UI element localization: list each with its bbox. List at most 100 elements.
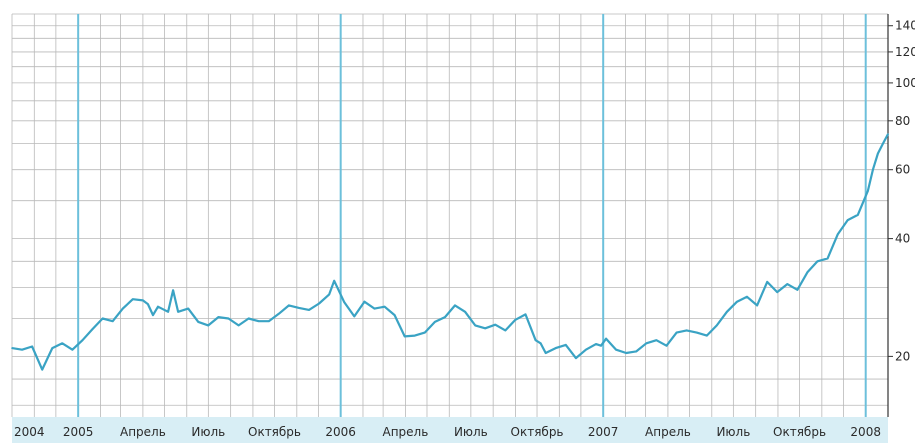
x-axis-ticks: 2004 2005 Апрель Июль Октябрь 2006 Апрель Июль О… <box>14 425 881 439</box>
data-point <box>877 152 879 155</box>
data-point <box>122 307 124 310</box>
x-tick-label: Апрель <box>645 425 691 439</box>
x-tick-label: 2008 <box>850 425 881 439</box>
y-tick-label: 40 <box>895 232 910 246</box>
data-point <box>41 368 43 371</box>
y-tick-label: 60 <box>895 163 910 177</box>
x-tick-label: Октябрь <box>511 425 564 439</box>
data-point <box>268 320 270 323</box>
data-point <box>756 304 758 307</box>
data-point <box>887 133 889 135</box>
data-point <box>746 296 748 298</box>
data-point <box>595 343 597 345</box>
data-point <box>645 342 648 345</box>
data-point <box>31 345 33 348</box>
y-tick-label: 120 <box>895 45 915 59</box>
data-point <box>867 190 869 192</box>
data-point <box>227 317 230 320</box>
data-point <box>766 281 768 283</box>
data-point <box>484 327 487 330</box>
data-point <box>424 331 426 334</box>
data-point <box>776 291 778 293</box>
data-point <box>434 321 436 323</box>
data-point <box>716 324 718 327</box>
data-point <box>655 339 658 342</box>
year-separator-lines <box>77 14 867 417</box>
data-point <box>494 323 497 326</box>
data-point <box>167 311 169 313</box>
data-point <box>353 315 356 318</box>
data-point <box>91 328 94 330</box>
data-point <box>11 347 13 349</box>
data-point <box>726 311 728 313</box>
data-point <box>665 344 668 347</box>
data-point <box>61 342 64 345</box>
data-point <box>796 289 799 291</box>
x-tick-label: 2004 <box>14 425 45 439</box>
data-point <box>308 309 310 311</box>
data-point <box>635 350 638 353</box>
data-point <box>111 320 114 323</box>
data-point <box>51 347 54 349</box>
data-point <box>403 335 406 338</box>
data-point <box>278 313 280 315</box>
data-point <box>71 348 74 351</box>
data-point <box>288 304 290 307</box>
data-point <box>474 324 477 327</box>
data-point <box>575 357 577 359</box>
y-tick-label: 20 <box>895 349 910 363</box>
data-point <box>157 305 159 308</box>
data-point <box>257 320 260 323</box>
data-point <box>534 339 537 342</box>
x-tick-label: 2007 <box>588 425 619 439</box>
data-point <box>147 303 149 305</box>
data-point <box>373 307 376 310</box>
data-point <box>142 299 144 302</box>
data-point <box>318 302 320 305</box>
data-point <box>464 311 466 313</box>
x-tick-label: Апрель <box>120 425 166 439</box>
data-point <box>539 342 542 345</box>
data-point <box>695 331 698 334</box>
data-point <box>675 331 678 334</box>
data-point <box>524 313 527 316</box>
data-point <box>882 142 884 145</box>
data-point <box>857 214 859 216</box>
data-point <box>333 280 336 282</box>
series-group <box>11 133 889 371</box>
data-point <box>21 348 23 351</box>
data-point <box>363 300 366 303</box>
data-point <box>585 348 587 351</box>
data-point <box>247 317 250 320</box>
data-point <box>554 347 557 349</box>
data-point <box>444 316 446 318</box>
data-point <box>393 314 396 316</box>
x-axis-band <box>12 417 888 443</box>
data-point <box>625 352 627 354</box>
data-point <box>846 219 849 221</box>
data-point <box>615 348 617 351</box>
x-tick-label: Октябрь <box>773 425 826 439</box>
data-point <box>177 311 179 313</box>
x-tick-label: Октябрь <box>248 425 301 439</box>
data-point <box>187 307 189 310</box>
x-tick-label: 2005 <box>63 425 94 439</box>
data-point <box>197 321 200 323</box>
x-tick-label: Июль <box>454 425 488 439</box>
horizontal-gridlines <box>12 13 888 406</box>
data-point <box>504 329 507 332</box>
x-tick-label: Июль <box>716 425 750 439</box>
data-point <box>132 298 134 301</box>
data-point <box>152 314 154 316</box>
data-point <box>343 301 346 304</box>
data-point <box>217 316 220 318</box>
data-point <box>81 339 84 342</box>
data-point <box>600 344 602 347</box>
data-point <box>328 293 331 296</box>
data-point <box>172 289 174 292</box>
data-point <box>826 257 829 260</box>
data-point <box>786 283 789 285</box>
data-point <box>207 324 210 327</box>
